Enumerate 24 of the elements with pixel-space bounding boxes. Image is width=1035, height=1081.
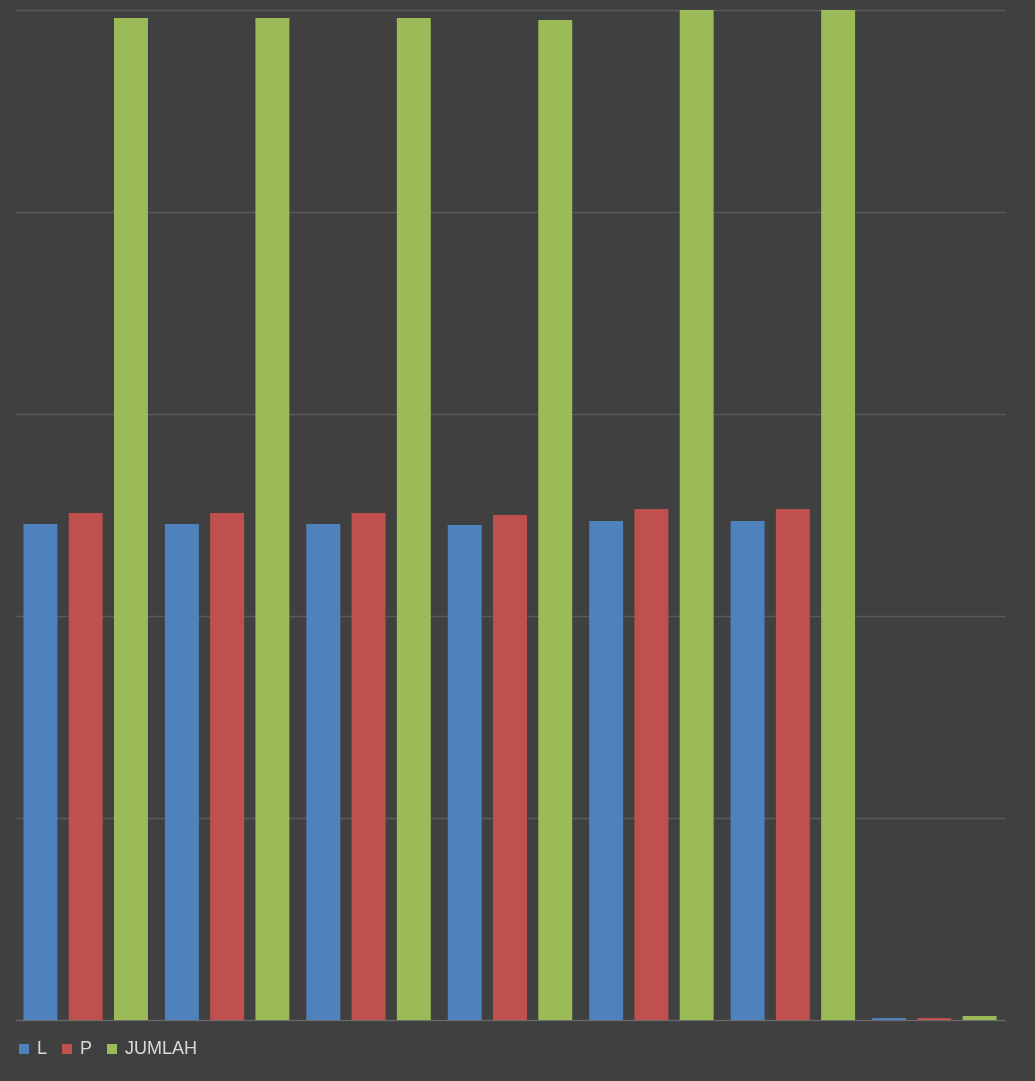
bar — [210, 512, 245, 1020]
bar — [306, 524, 341, 1020]
legend-label: P — [80, 1038, 93, 1058]
bar — [872, 1017, 906, 1020]
bar — [589, 521, 624, 1020]
bar — [447, 525, 482, 1020]
legend-label: JUMLAH — [125, 1038, 198, 1058]
bar — [114, 18, 148, 1020]
bar — [679, 10, 714, 1020]
bar — [917, 1017, 952, 1020]
bar — [23, 524, 58, 1020]
bar — [351, 512, 386, 1020]
bar — [730, 521, 765, 1020]
bar — [255, 18, 290, 1020]
legend-label: L — [37, 1038, 48, 1058]
bar — [164, 524, 199, 1020]
bar — [538, 20, 573, 1020]
bar — [493, 515, 527, 1020]
bar — [396, 18, 431, 1020]
bar — [821, 10, 856, 1020]
bar — [775, 508, 810, 1020]
bar — [962, 1015, 997, 1020]
bar — [68, 512, 103, 1020]
bar — [634, 508, 669, 1020]
